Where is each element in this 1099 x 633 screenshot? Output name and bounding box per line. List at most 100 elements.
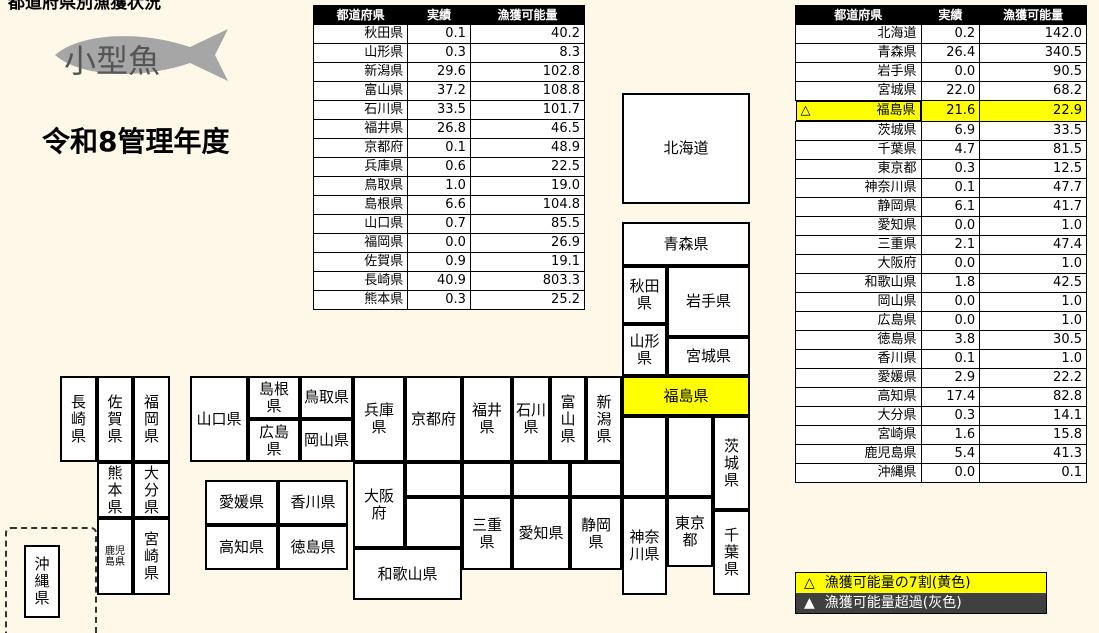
table-row: 島根県 6.6 104.8 [312, 195, 586, 215]
cell: 熊本県 [312, 290, 409, 310]
cell: 25.2 [469, 290, 586, 310]
cell: 高知県 [795, 387, 922, 407]
cell: 40.9 [407, 271, 471, 291]
cell: 0.1 [407, 24, 471, 44]
table-row: 北海道 0.2 142.0 [795, 24, 1087, 44]
map-cell [570, 462, 622, 497]
cell: 19.0 [469, 176, 586, 196]
table-row: 長崎県 40.9 803.3 [312, 271, 586, 291]
cell: 新潟県 [312, 62, 409, 82]
cell: 4.7 [920, 140, 981, 160]
prefecture: 山口県 [190, 376, 248, 462]
prefecture: 秋田県 [622, 266, 667, 324]
cell: 宮城県 [795, 81, 922, 101]
prefecture: 福島県 [622, 376, 750, 416]
prefecture: 広島県 [248, 419, 300, 462]
cell: 宮崎県 [795, 425, 922, 445]
prefecture: 長崎県 [60, 376, 97, 462]
cell: 5.4 [920, 444, 981, 464]
cell: 340.5 [979, 43, 1087, 63]
cell: 鹿児島県 [795, 444, 922, 464]
cell: 12.5 [979, 159, 1087, 179]
column-header: 実績 [920, 5, 981, 25]
cell: 41.3 [979, 444, 1087, 464]
table-row: 広島県 0.0 1.0 [795, 311, 1087, 331]
prefecture: 島根県 [248, 376, 300, 419]
prefecture: 岡山県 [300, 419, 353, 462]
cell: 長崎県 [312, 271, 409, 291]
cell: 101.7 [469, 100, 586, 120]
cell: 大分県 [795, 406, 922, 426]
cell: 6.6 [407, 195, 471, 215]
cell: 82.8 [979, 387, 1087, 407]
cell: 81.5 [979, 140, 1087, 160]
cell: 佐賀県 [312, 252, 409, 272]
cell: 26.4 [920, 43, 981, 63]
cell: 三重県 [795, 235, 922, 255]
table-row: 和歌山県 1.8 42.5 [795, 273, 1087, 293]
prefecture: 石川県 [512, 376, 550, 462]
cell: 徳島県 [795, 330, 922, 350]
cell: 青森県 [795, 43, 922, 63]
cell: 静岡県 [795, 197, 922, 217]
cell: 0.0 [920, 254, 981, 274]
table-row: 三重県 2.1 47.4 [795, 235, 1087, 255]
cell: 大阪府 [795, 254, 922, 274]
table-row: 山口県 0.7 85.5 [312, 214, 586, 234]
cell: 1.0 [979, 292, 1087, 312]
cell: 広島県 [795, 311, 922, 331]
prefecture: 兵庫県 [353, 376, 405, 462]
cell: 0.3 [920, 406, 981, 426]
prefecture: 静岡県 [570, 497, 622, 570]
prefecture: 鹿児島県 [97, 518, 133, 595]
cell: 33.5 [979, 121, 1087, 141]
header-row: 都道府県 実績 漁獲可能量 [795, 5, 1087, 25]
cell: 68.2 [979, 81, 1087, 101]
cell: 愛媛県 [795, 368, 922, 388]
cell: 47.7 [979, 178, 1087, 198]
prefecture: 福岡県 [133, 376, 170, 462]
cell: 15.8 [979, 425, 1087, 445]
cell: 島根県 [312, 195, 409, 215]
table-row: 岩手県 0.0 90.5 [795, 62, 1087, 82]
cell: 90.5 [979, 62, 1087, 82]
header-row: 都道府県 実績 漁獲可能量 [312, 5, 586, 25]
cell: 石川県 [312, 100, 409, 120]
prefecture: 沖縄県 [24, 545, 60, 618]
cell: 愛知県 [795, 216, 922, 236]
table-row: 愛媛県 2.9 22.2 [795, 368, 1087, 388]
cell: 茨城県 [795, 121, 922, 141]
prefecture: 青森県 [622, 222, 750, 266]
prefecture: 鳥取県 [300, 376, 353, 419]
cell: 14.1 [979, 406, 1087, 426]
mark: △ [800, 103, 811, 118]
cell: 鳥取県 [312, 176, 409, 196]
prefecture: 三重県 [462, 497, 512, 570]
table-row: 富山県 37.2 108.8 [312, 81, 586, 101]
fish-label: 小型魚 [64, 42, 161, 80]
legend-item: △ 漁獲可能量の7割(黄色) [796, 573, 1046, 593]
cell: 福井県 [312, 119, 409, 139]
cell: 19.1 [469, 252, 586, 272]
cell: 香川県 [795, 349, 922, 369]
table-row: 青森県 26.4 340.5 [795, 43, 1087, 63]
map-cell [462, 462, 512, 497]
cell: 1.0 [407, 176, 471, 196]
cell: 0.1 [979, 463, 1087, 483]
map-cell [512, 462, 570, 497]
cell: 102.8 [469, 62, 586, 82]
prefecture: 和歌山県 [353, 548, 462, 600]
cell: 岩手県 [795, 62, 922, 82]
cell: 37.2 [407, 81, 471, 101]
map-cell [405, 462, 462, 497]
cell: 1.0 [979, 216, 1087, 236]
cell: 6.9 [920, 121, 981, 141]
cell: 1.0 [979, 254, 1087, 274]
table-row: 沖縄県 0.0 0.1 [795, 463, 1087, 483]
cell: 8.3 [469, 43, 586, 63]
prefecture: 大分県 [133, 462, 170, 518]
cell: 0.7 [407, 214, 471, 234]
cell: 福岡県 [312, 233, 409, 253]
cell: 0.0 [920, 292, 981, 312]
cell: 和歌山県 [795, 273, 922, 293]
